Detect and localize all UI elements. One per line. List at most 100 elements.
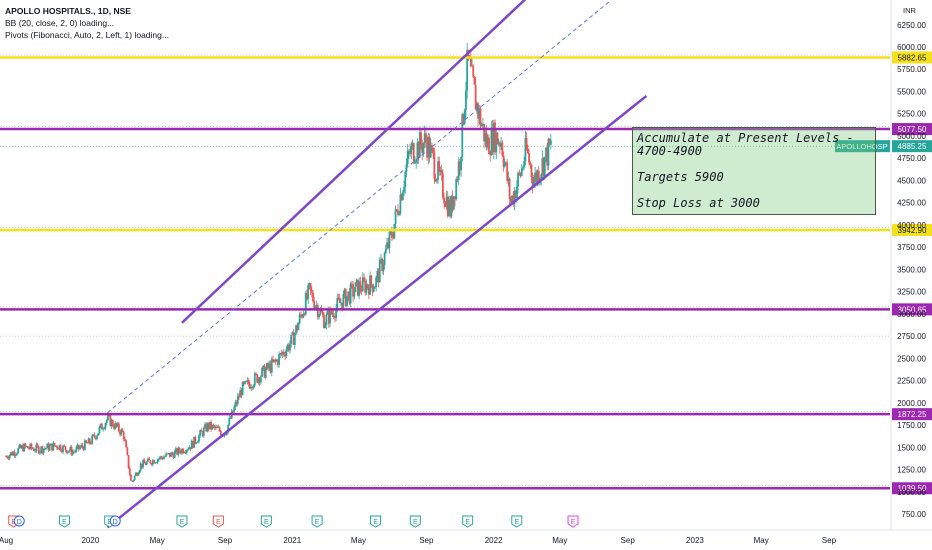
y-tick-5750.00: 5750.00 <box>897 65 926 74</box>
candle-body <box>434 178 437 182</box>
candle-body <box>299 314 302 316</box>
candle-body <box>273 359 276 362</box>
candle-body <box>205 424 208 432</box>
level-badge-5077.50 <box>892 123 932 136</box>
level-badge-3942.90 <box>892 223 932 236</box>
bb-indicator-label[interactable]: BB (20, close, 2, 0) loading... <box>5 18 115 28</box>
candle-body <box>343 289 346 295</box>
candle-body <box>148 458 151 461</box>
candle-body <box>490 127 493 156</box>
candle-body <box>59 445 62 451</box>
annotation-note[interactable]: Accumulate at Present Levels - 4700-4900… <box>632 127 876 215</box>
candle-body <box>466 49 469 91</box>
candle-body <box>315 305 318 307</box>
candle-body <box>457 161 460 180</box>
candle-body <box>332 313 335 318</box>
candle-body <box>142 460 145 468</box>
candle-body <box>357 279 359 296</box>
level-label-3050.65: 3050.65 <box>898 305 927 314</box>
event-earnings-marker <box>311 515 323 528</box>
event-earnings-marker <box>370 515 382 528</box>
candle-body <box>352 284 354 297</box>
candle-body <box>278 354 280 365</box>
candle-body <box>219 431 222 435</box>
candle-body <box>200 430 203 432</box>
candle-body <box>145 461 148 465</box>
candle-body <box>542 158 545 176</box>
candle-body <box>48 445 51 451</box>
candle-body <box>207 423 210 429</box>
channel-lower-line <box>106 94 648 529</box>
event-label: E <box>514 519 519 526</box>
candle-body <box>338 298 341 303</box>
candle-body <box>406 151 409 165</box>
candle-body <box>445 196 448 207</box>
candle-body <box>323 314 325 328</box>
candle-body <box>266 363 268 370</box>
candle-body <box>449 199 452 217</box>
candle-body <box>25 446 28 448</box>
candle-body <box>524 138 527 162</box>
pivots-indicator-label[interactable]: Pivots (Fibonacci, Auto, 2, Left, 1) loa… <box>5 30 169 40</box>
candle-body <box>342 294 345 309</box>
candle-body <box>369 275 371 295</box>
x-tick-May: May <box>351 536 366 545</box>
y-tick-1000.00: 1000.00 <box>897 488 926 497</box>
candle-body <box>426 141 428 158</box>
candle-body <box>293 333 296 346</box>
candle-body <box>415 160 418 163</box>
candle-body <box>119 431 121 435</box>
candle-body <box>319 309 322 315</box>
candle-body <box>54 445 57 447</box>
candle-body <box>384 248 387 254</box>
candle-body <box>520 168 523 176</box>
candle-body <box>57 448 60 450</box>
event-label: E <box>373 519 378 526</box>
candle-body <box>509 198 512 203</box>
candle-body <box>302 313 305 318</box>
candle-body <box>82 447 85 451</box>
level-label-1872.25: 1872.25 <box>898 410 927 419</box>
event-label: E <box>571 519 576 526</box>
x-tick-Sep: Sep <box>621 536 636 545</box>
candle-body <box>511 195 513 203</box>
candle-body <box>515 186 518 198</box>
candle-body <box>491 127 494 153</box>
candle-body <box>348 291 351 304</box>
candle-body <box>508 178 511 199</box>
candle-body <box>276 359 279 365</box>
event-earnings-marker <box>176 515 188 528</box>
candle-body <box>96 435 98 439</box>
y-tick-2250.00: 2250.00 <box>897 377 926 386</box>
candle-body <box>374 287 376 289</box>
candle-body <box>204 424 206 428</box>
candle-body <box>73 451 75 453</box>
x-tick-Sep: Sep <box>218 536 233 545</box>
y-tick-4500.00: 4500.00 <box>897 176 926 185</box>
candle-body <box>310 290 313 293</box>
candle-body <box>83 440 86 451</box>
candle-body <box>46 443 49 449</box>
x-tick-2021: 2021 <box>283 536 301 545</box>
candle-body <box>28 448 30 450</box>
candle-body <box>70 446 73 455</box>
candle-body <box>523 161 526 168</box>
candle-body <box>87 438 90 444</box>
candle-body <box>188 447 191 450</box>
candle-body <box>391 231 393 238</box>
candle-body <box>126 447 129 456</box>
candle-body <box>75 447 78 452</box>
candle-body <box>306 293 308 300</box>
candle-body <box>450 196 453 217</box>
annotation-accumulate: Accumulate at Present Levels - 4700-4900 <box>637 131 861 158</box>
candle-body <box>185 449 188 453</box>
candle-body <box>506 162 509 181</box>
y-tick-2750.00: 2750.00 <box>897 332 926 341</box>
candle-body <box>147 458 149 462</box>
candle-body <box>155 462 158 464</box>
candle-body <box>474 84 477 110</box>
candle-body <box>540 174 543 179</box>
candle-body <box>501 142 504 156</box>
candle-body <box>435 179 438 182</box>
